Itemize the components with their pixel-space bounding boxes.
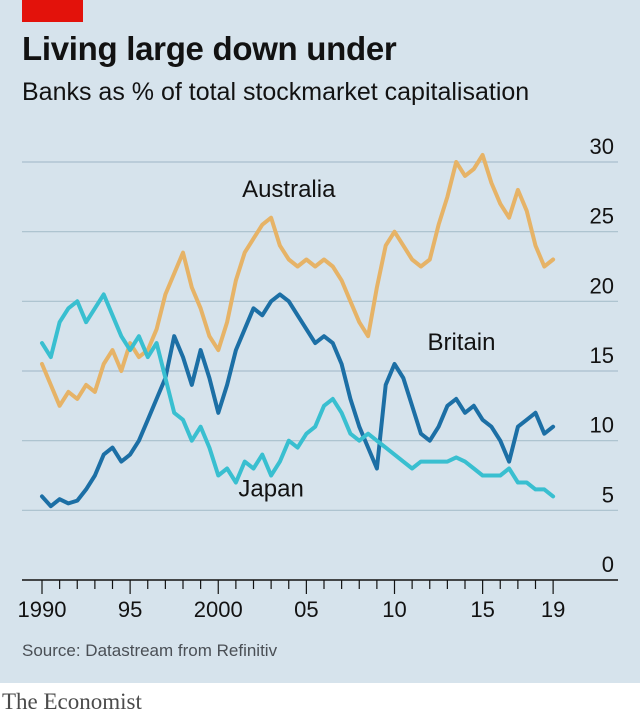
y-tick-label-20: 20 [590, 273, 614, 298]
y-tick-label-5: 5 [602, 482, 614, 507]
x-tick-label-19: 19 [541, 597, 565, 622]
source-note: Source: Datastream from Refinitiv [22, 641, 278, 660]
brand-accent-tag [22, 0, 83, 22]
y-tick-label-30: 30 [590, 134, 614, 159]
series-line-australia [40, 153, 556, 408]
publisher-logo: The Economist [2, 689, 142, 714]
series-label-japan: Japan [238, 475, 303, 502]
x-tick-label-2000: 2000 [194, 597, 243, 622]
x-tick-label-1990: 1990 [18, 597, 67, 622]
chart-title: Living large down under [22, 30, 397, 67]
series-label-australia: Australia [242, 176, 336, 203]
series-label-britain: Britain [427, 329, 495, 356]
y-tick-label-0: 0 [602, 552, 614, 577]
y-tick-label-15: 15 [590, 343, 614, 368]
x-tick-label-95: 95 [118, 597, 142, 622]
x-tick-label-10: 10 [382, 597, 406, 622]
y-tick-label-10: 10 [590, 413, 614, 438]
series-line-britain [40, 292, 556, 509]
x-tick-label-05: 05 [294, 597, 318, 622]
x-tick-label-15: 15 [470, 597, 494, 622]
series-line-japan [40, 292, 556, 499]
chart-subtitle: Banks as % of total stockmarket capitali… [22, 78, 530, 106]
y-tick-label-25: 25 [590, 204, 614, 229]
